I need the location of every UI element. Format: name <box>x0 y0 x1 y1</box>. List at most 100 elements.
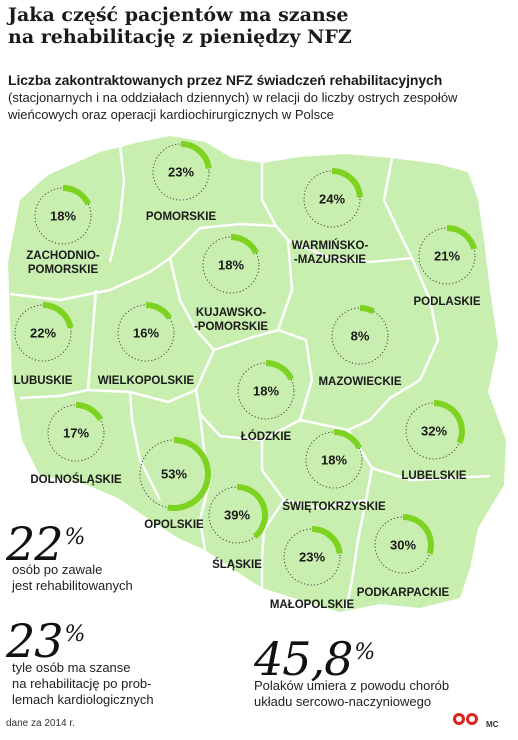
region-label-dolnośląskie: DOLNOŚLĄSKIE <box>30 473 122 486</box>
value-label-opolskie: 53% <box>161 467 187 482</box>
region-label-warmińsko-mazurskie-line2: -MAZURSKIE <box>294 254 367 266</box>
stat-22-line2: jest rehabilitowanych <box>12 578 133 593</box>
region-label-warmińsko-mazurskie: WARMIŃSKO- <box>292 239 369 252</box>
stat-458-line1: Polaków umiera z powodu chorób <box>254 678 450 693</box>
donut-arc-warmińsko-mazurskie <box>331 168 363 198</box>
title-line-1: Jaka część pacjentów ma szanse <box>8 4 349 26</box>
region-label-kujawsko-pomorskie-line2: -POMORSKIE <box>194 321 268 333</box>
region-label-pomorskie: POMORSKIE <box>146 211 217 223</box>
region-label-mazowieckie: MAZOWIECKIE <box>318 376 401 388</box>
stat-23-value: 23 <box>6 614 64 668</box>
donut-arc-kujawsko-pomorskie <box>230 234 260 255</box>
donut-ring-wielkopolskie <box>117 304 175 362</box>
border-warminsko-podlaskie <box>382 157 414 259</box>
value-label-zachodnio-pomorskie: 18% <box>50 209 76 224</box>
value-label-pomorskie: 23% <box>168 165 194 180</box>
region-label-opolskie: OPOLSKIE <box>144 519 204 531</box>
region-label-małopolskie: MAŁOPOLSKIE <box>270 599 355 611</box>
stat-23-line2: na rehabilitację po prob- <box>12 676 152 691</box>
stat-23-line1: tyle osób ma szanse <box>12 660 131 675</box>
border-pomorskie-kujawsko <box>169 222 277 259</box>
donut-ring-pomorskie <box>152 143 210 201</box>
region-label-lubelskie: LUBELSKIE <box>401 470 467 482</box>
donut-ring-łódzkie <box>237 362 295 420</box>
border-lubuskie-wielkopolskie <box>86 289 98 391</box>
region-label-wielkopolskie: WIELKOPOLSKIE <box>98 375 195 387</box>
publisher-logo-icon <box>453 713 478 725</box>
region-label-podlaskie: PODLASKIE <box>413 296 480 308</box>
value-label-wielkopolskie: 16% <box>133 326 159 341</box>
value-label-warmińsko-mazurskie: 24% <box>319 192 345 207</box>
stat-458-text: Polaków umiera z powodu chorób układu se… <box>254 678 449 710</box>
border-zachodniopomorskie-south <box>9 256 171 302</box>
value-label-podlaskie: 21% <box>434 249 460 264</box>
donut-arc-lubuskie <box>42 302 74 329</box>
border-lubuskie-dolnoslaskie <box>19 388 89 400</box>
donut-arc-wielkopolskie <box>145 302 173 320</box>
donut-ring-warmińsko-mazurskie <box>303 170 361 228</box>
donut-arc-mazowieckie <box>359 305 375 315</box>
donut-arc-opolskie <box>167 437 211 511</box>
donut-arc-śląskie <box>236 484 268 539</box>
region-label-kujawsko-pomorskie: KUJAWSKO- <box>196 307 266 319</box>
value-label-kujawsko-pomorskie: 18% <box>218 258 244 273</box>
donut-arc-lubelskie <box>433 400 465 445</box>
author-credit: MC <box>486 720 499 729</box>
value-label-łódzkie: 18% <box>253 384 279 399</box>
region-label-lubuskie: LUBUSKIE <box>14 375 73 387</box>
border-lodzkie <box>194 328 314 442</box>
stat-458-unit: % <box>354 640 375 665</box>
donut-ring-mazowieckie <box>331 307 389 365</box>
stat-23-line3: lemach kardiologicznych <box>12 692 154 707</box>
value-label-dolnośląskie: 17% <box>63 426 89 441</box>
footer-note: dane za 2014 r. <box>6 718 75 729</box>
border-pomorskie-warminsko <box>260 163 289 241</box>
region-label-zachodnio-pomorskie-line2: POMORSKIE <box>28 264 99 276</box>
border-kujawsko-mazowieckie <box>276 239 294 331</box>
donut-arc-świętokrzyskie <box>333 429 363 450</box>
donut-ring-świętokrzyskie <box>305 431 363 489</box>
border-lubelskie-podkarpackie <box>371 466 491 482</box>
border-zachodniopomorskie-pomorskie <box>108 145 126 263</box>
stat-22-line1: osób po zawale <box>12 562 103 577</box>
donut-ring-podlaskie <box>418 227 476 285</box>
value-label-podkarpackie: 30% <box>390 538 416 553</box>
map-poland-shape <box>8 136 506 612</box>
donut-arc-zachodnio-pomorskie <box>62 185 92 206</box>
region-label-śląskie: ŚLĄSKIE <box>212 558 262 571</box>
donut-ring-lubuskie <box>14 304 72 362</box>
region-label-podkarpackie: PODKARPACKIE <box>357 587 450 599</box>
donut-ring-dolnośląskie <box>47 404 105 462</box>
donut-arc-podlaskie <box>446 225 478 250</box>
region-label-łódzkie: ŁÓDZKIE <box>241 430 292 443</box>
value-label-małopolskie: 23% <box>299 550 325 565</box>
border-dolnoslaskie-opolskie <box>128 391 162 501</box>
donut-arc-łódzkie <box>265 360 295 381</box>
stat-22-text: osób po zawale jest rehabilitowanych <box>12 562 133 594</box>
stat-458-line2: układu sercowo-naczyniowego <box>254 694 432 709</box>
stat-458-number: 45,8% <box>254 630 375 682</box>
donut-arc-pomorskie <box>180 141 212 170</box>
value-label-śląskie: 39% <box>224 508 250 523</box>
border-kujawsko-wielkopolskie <box>168 257 215 351</box>
chart-subtitle: Liczba zakontraktowanych przez NFZ świad… <box>8 72 443 88</box>
border-slaskie-malopolskie <box>260 499 286 588</box>
title-line-2: na rehabilitację z pieniędzy NFZ <box>8 26 352 48</box>
stat-458-value: 45,8 <box>254 632 353 686</box>
border-wielkopolskie-south <box>87 349 216 404</box>
map-regions <box>8 136 506 612</box>
stat-23-number: 23% <box>6 612 85 664</box>
stat-23-text: tyle osób ma szanse na rehabilitację po … <box>12 660 154 708</box>
donut-arc-małopolskie <box>311 526 343 555</box>
donut-ring-kujawsko-pomorskie <box>202 236 260 294</box>
region-label-świętokrzyskie: ŚWIĘTOKRZYSKIE <box>282 500 386 513</box>
donut-ring-małopolskie <box>283 528 341 586</box>
donut-arc-podkarpackie <box>402 514 434 555</box>
value-label-świętokrzyskie: 18% <box>321 453 347 468</box>
donut-ring-zachodnio-pomorskie <box>34 187 92 245</box>
border-mazowieckie-lubelskie <box>347 378 421 432</box>
border-mazowieckie-podlaskie <box>410 257 440 381</box>
border-warminsko-mazowieckie <box>287 238 413 264</box>
stat-22-value: 22 <box>6 517 64 571</box>
